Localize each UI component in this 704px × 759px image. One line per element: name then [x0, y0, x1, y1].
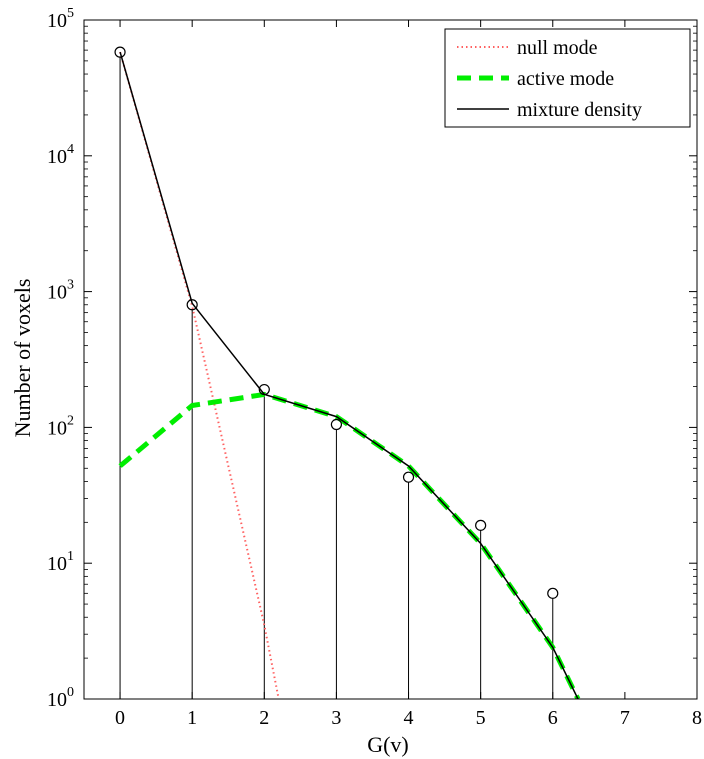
- y-tick-label: 104: [47, 142, 74, 168]
- y-tick-label: 100: [47, 685, 74, 711]
- series-line-active-mode: [118, 391, 581, 699]
- axes-layer: [83, 19, 698, 700]
- y-tick-label: 103: [47, 278, 74, 304]
- data-point: [114, 46, 126, 58]
- x-tick-label: 3: [331, 707, 341, 729]
- legend: null mode active mode mixture density: [444, 28, 691, 128]
- x-tick-label: 0: [115, 707, 125, 729]
- x-tick-label: 6: [548, 707, 558, 729]
- legend-label: mixture density: [517, 99, 642, 121]
- x-tick-label: 1: [187, 707, 197, 729]
- x-tick-label: 2: [259, 707, 269, 729]
- ticks-layer: 0 1 2 3 4 5 6 7 8 100 101 102 103 104 105: [47, 6, 702, 729]
- y-tick-label: 102: [47, 413, 74, 439]
- data-point: [330, 418, 343, 431]
- y-tick-label: 105: [47, 6, 74, 32]
- x-tick-label: 5: [476, 707, 486, 729]
- data-point: [475, 519, 487, 531]
- x-tick-label: 7: [620, 707, 630, 729]
- data-point: [402, 471, 415, 483]
- series-line-mixture-density: [119, 51, 579, 699]
- x-tick-label: 8: [692, 707, 702, 729]
- legend-label: null mode: [517, 37, 598, 59]
- series-layer: [118, 51, 581, 699]
- plot-frame: [83, 19, 698, 700]
- y-tick-label: 101: [47, 549, 74, 575]
- x-axis-label: G(v): [367, 732, 409, 757]
- series-line-null-mode: [119, 51, 280, 699]
- y-axis-label: Number of voxels: [10, 279, 35, 438]
- stems-layer: [119, 57, 554, 699]
- legend-label: active mode: [517, 68, 614, 90]
- data-point: [186, 299, 198, 311]
- markers-layer: [114, 46, 559, 599]
- x-tick-label: 4: [404, 707, 414, 729]
- data-point: [258, 383, 270, 396]
- data-point: [547, 587, 559, 599]
